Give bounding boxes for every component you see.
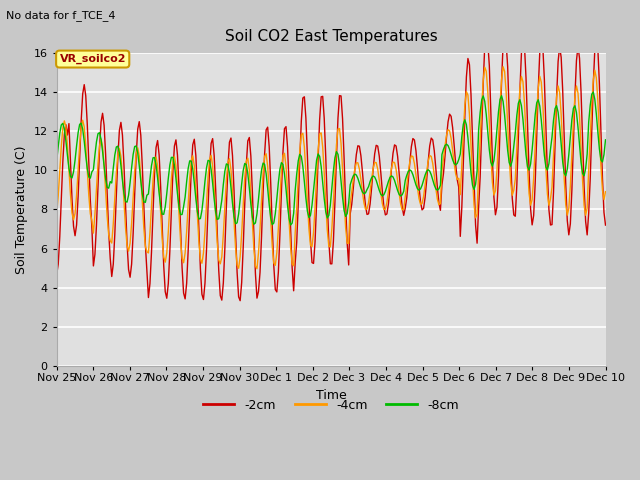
- -4cm: [216, 261, 224, 267]
- -8cm: [602, 137, 609, 143]
- -8cm: [235, 211, 243, 217]
- -2cm: [294, 202, 302, 207]
- -2cm: [216, 293, 224, 299]
- -8cm: [53, 157, 61, 163]
- X-axis label: Time: Time: [316, 389, 346, 402]
- -4cm: [574, 90, 582, 96]
- Text: No data for f_TCE_4: No data for f_TCE_4: [6, 10, 116, 21]
- -4cm: [253, 266, 261, 272]
- -2cm: [574, 44, 582, 49]
- Text: VR_soilco2: VR_soilco2: [60, 54, 126, 64]
- -8cm: [589, 89, 597, 95]
- -2cm: [246, 134, 253, 140]
- -4cm: [235, 265, 243, 271]
- -8cm: [294, 158, 302, 164]
- Line: -2cm: -2cm: [57, 43, 605, 300]
- -2cm: [235, 294, 243, 300]
- -4cm: [294, 175, 302, 181]
- Legend: -2cm, -4cm, -8cm: -2cm, -4cm, -8cm: [198, 394, 464, 417]
- -2cm: [53, 271, 61, 277]
- -2cm: [602, 222, 609, 228]
- -8cm: [287, 222, 294, 228]
- -8cm: [573, 110, 580, 116]
- Line: -4cm: -4cm: [57, 67, 605, 269]
- -4cm: [499, 64, 507, 70]
- -4cm: [244, 156, 252, 161]
- -2cm: [120, 162, 128, 168]
- Y-axis label: Soil Temperature (C): Soil Temperature (C): [15, 145, 28, 274]
- -8cm: [120, 191, 128, 196]
- Title: Soil CO2 East Temperatures: Soil CO2 East Temperatures: [225, 29, 438, 44]
- -2cm: [483, 40, 490, 46]
- -4cm: [120, 199, 128, 204]
- -8cm: [244, 171, 252, 177]
- -4cm: [602, 189, 609, 194]
- Line: -8cm: -8cm: [57, 92, 605, 225]
- -8cm: [216, 207, 224, 213]
- -4cm: [53, 210, 61, 216]
- -2cm: [236, 298, 244, 303]
